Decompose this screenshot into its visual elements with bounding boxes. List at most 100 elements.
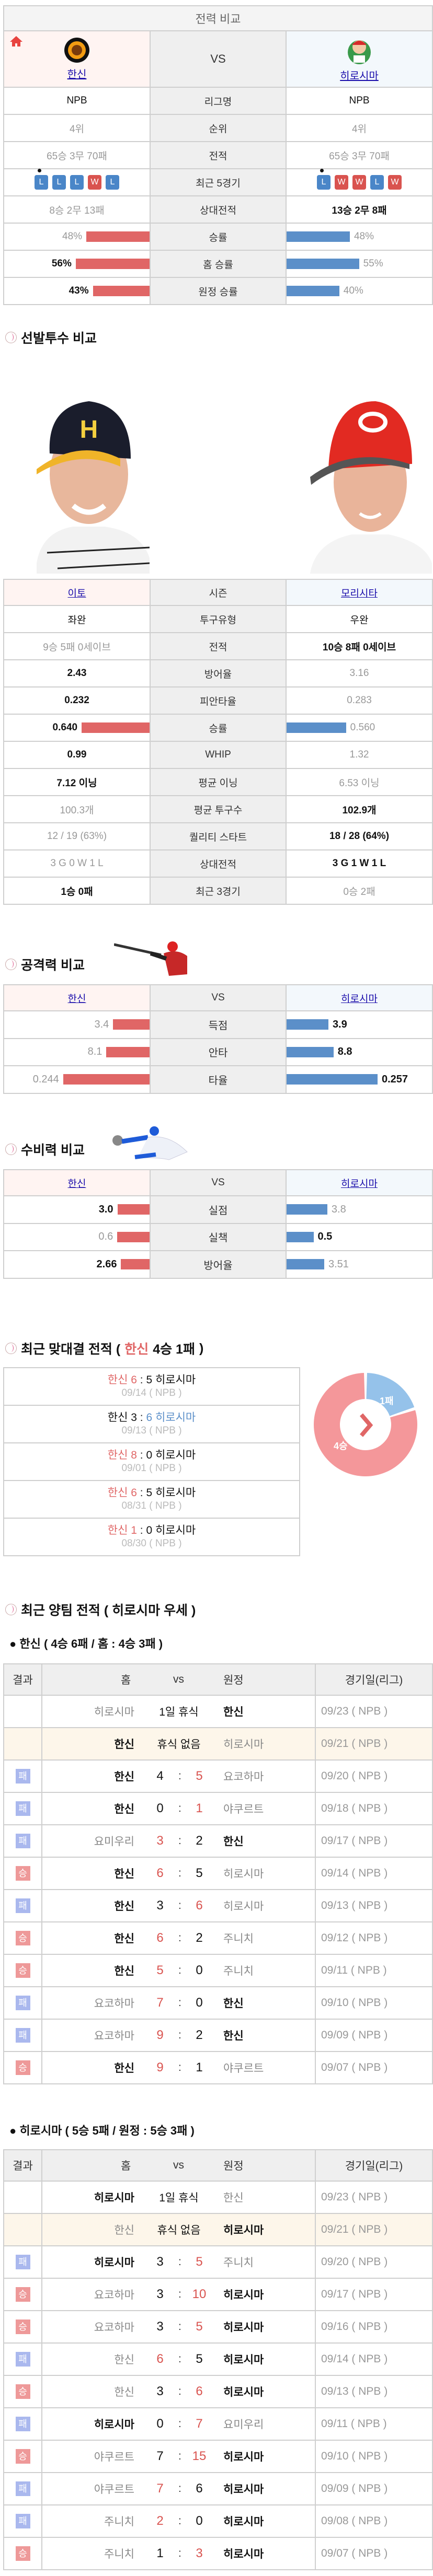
away-score: 0 <box>196 1963 203 1977</box>
away-team: 야쿠르트 <box>223 2062 264 2074</box>
away-score: 5 <box>196 2352 203 2366</box>
home-value: 2.66 <box>96 1258 117 1270</box>
game-row: 승 한신 6: 5 히로시마 09/14 ( NPB ) <box>3 1857 433 1890</box>
home-value: 3.4 <box>94 1018 109 1030</box>
game-date: 09/14 ( NPB ) <box>121 1388 182 1399</box>
home-team: 한신 <box>114 2386 134 2398</box>
away-score: 0 <box>196 1996 203 2010</box>
away-value: 3.16 <box>286 659 433 687</box>
game-date: 09/07 ( NPB ) <box>315 2051 433 2084</box>
fielder-image <box>112 1126 188 1160</box>
hanshin-team-link[interactable]: 한신 <box>67 1178 86 1190</box>
head-to-head-game[interactable]: 한신 6 : 5 히로시마 09/14 ( NPB ) <box>3 1367 300 1406</box>
hiroshima-team-link[interactable]: 히로시마 <box>340 71 379 82</box>
home-bar <box>86 231 150 242</box>
away-value: NPB <box>285 87 433 115</box>
game-row: 패 야쿠르트 7: 6 히로시마 09/09 ( NPB ) <box>3 2472 433 2505</box>
score-colon: : <box>178 2515 181 2527</box>
stat-label: 상대전적 <box>150 849 287 878</box>
away-team: 주니치 <box>223 1933 254 1945</box>
head-to-head-list: 한신 6 : 5 히로시마 09/14 ( NPB ) 한신 3 : 6 히로시마 0… <box>3 1367 300 1556</box>
form-badge-win: W <box>88 175 101 190</box>
pitcher-comparison: 이토 시즌 모리시타 좌완 투구유형 우완 9승 5패 0세이브 전적 10승 8패 0세… <box>3 579 433 905</box>
home-value: 0.244 <box>32 1073 59 1085</box>
away-score: 5 <box>146 1374 153 1386</box>
head-to-head-game[interactable]: 한신 6 : 5 히로시마 08/31 ( NPB ) <box>3 1480 300 1519</box>
home-value: 65승 3무 70패 <box>3 141 151 169</box>
away-bar <box>287 259 359 269</box>
heading-prefix: 최근 맞대결 전적 ( <box>21 1342 121 1357</box>
stat-label: 실점 <box>150 1195 287 1224</box>
away-team: 야쿠르트 <box>223 1803 264 1815</box>
away-value: 13승 2무 8패 <box>285 195 433 224</box>
game-row: 패 한신 3: 6 히로시마 09/13 ( NPB ) <box>3 1889 433 1922</box>
result-badge: 패 <box>15 2514 30 2528</box>
comparison-row: 0.99 WHIP 1.32 <box>3 741 433 769</box>
home-team: 한신 <box>107 1412 128 1424</box>
score-colon: : <box>178 2288 181 2300</box>
head-to-head-donut[interactable]: 1패 4승 <box>313 1372 418 1477</box>
home-bar <box>106 1046 150 1057</box>
stat-label: 순위 <box>150 114 287 142</box>
comparison-row: NPB 리그명 NPB <box>3 87 433 115</box>
away-score: 6 <box>196 1898 203 1913</box>
away-score: 6 <box>196 2384 203 2398</box>
home-score: 9 <box>156 2060 164 2074</box>
score-colon: : <box>178 2547 181 2559</box>
score-colon: : <box>178 1802 181 1814</box>
home-team: 야쿠르트 <box>94 2484 134 2496</box>
home-icon <box>10 36 22 46</box>
head-to-head-game[interactable]: 한신 3 : 6 히로시마 09/13 ( NPB ) <box>3 1405 300 1443</box>
away-value: 4위 <box>285 114 433 142</box>
away-value: 3.9 <box>332 1018 347 1030</box>
pitcher-ito-link[interactable]: 이토 <box>67 588 86 599</box>
game-row: 패 히로시마 3: 5 주니치 09/20 ( NPB ) <box>3 2245 433 2279</box>
home-team: 히로시마 <box>94 2419 134 2431</box>
away-team-cell: 히로시마 <box>285 30 433 88</box>
score-colon: : <box>178 1899 181 1911</box>
comparison-row: 2.43 방어율 3.16 <box>3 659 433 687</box>
hiroshima-team-link[interactable]: 히로시마 <box>341 993 378 1005</box>
game-row: 한신 휴식 없음 히로시마 09/21 ( NPB ) <box>3 1727 433 1761</box>
away-team: 한신 <box>223 1706 244 1718</box>
team-records-heading-text: 최근 양팀 전적 ( 히로시마 우세 ) <box>21 1603 196 1618</box>
home-team: 요미우리 <box>94 1836 134 1848</box>
score-colon: : <box>178 1932 181 1944</box>
home-score: 1 <box>156 2546 164 2560</box>
form-badge-loss: L <box>70 175 84 190</box>
hanshin-team-link[interactable]: 한신 <box>67 69 87 80</box>
rest-days: 1일 휴식 <box>159 1706 199 1718</box>
head-to-head-game[interactable]: 한신 8 : 0 히로시마 09/01 ( NPB ) <box>3 1442 300 1481</box>
home-team: 한신 <box>107 1374 128 1386</box>
pitcher-morishita-link[interactable]: 모리시타 <box>341 588 378 599</box>
defense-heading-text: 수비력 비교 <box>21 1143 85 1158</box>
chevron-right-icon[interactable] <box>359 1413 373 1437</box>
baseball-icon <box>5 1144 17 1155</box>
game-row: 승 한신 6: 2 주니치 09/12 ( NPB ) <box>3 1921 433 1955</box>
baseball-icon <box>5 332 17 343</box>
home-value: 8승 2무 13패 <box>3 195 151 224</box>
away-value: 40% <box>343 285 363 296</box>
donut-wins-label: 4승 <box>334 1441 348 1451</box>
away-score: 2 <box>196 1834 203 1848</box>
form-badge-loss: L <box>370 175 384 190</box>
morishita-photo <box>310 401 432 574</box>
head-to-head-game[interactable]: 한신 1 : 0 히로시마 08/30 ( NPB ) <box>3 1518 300 1556</box>
away-team: 히로시마 <box>223 2289 264 2301</box>
stat-label: 상대전적 <box>150 195 287 224</box>
away-team: 히로시마 <box>155 1487 196 1499</box>
home-bar <box>75 259 150 269</box>
away-score: 2 <box>196 2028 203 2042</box>
away-score: 15 <box>192 2449 207 2463</box>
away-team: 한신 <box>223 1998 244 2010</box>
comparison-row: 0.6 실책 0.5 <box>3 1222 433 1251</box>
game-row: 패 요코하마 9: 2 한신 09/09 ( NPB ) <box>3 2019 433 2052</box>
col-home: 홈 <box>121 2160 131 2172</box>
home-team: 한신 <box>114 1933 134 1945</box>
home-team: 히로시마 <box>94 2192 134 2204</box>
stat-label: 실책 <box>150 1222 287 1251</box>
game-row: 패 히로시마 0: 7 요미우리 09/11 ( NPB ) <box>3 2407 433 2441</box>
hanshin-team-link[interactable]: 한신 <box>67 993 86 1005</box>
hiroshima-team-link[interactable]: 히로시마 <box>341 1178 378 1190</box>
home-team: 한신 <box>114 2354 134 2366</box>
